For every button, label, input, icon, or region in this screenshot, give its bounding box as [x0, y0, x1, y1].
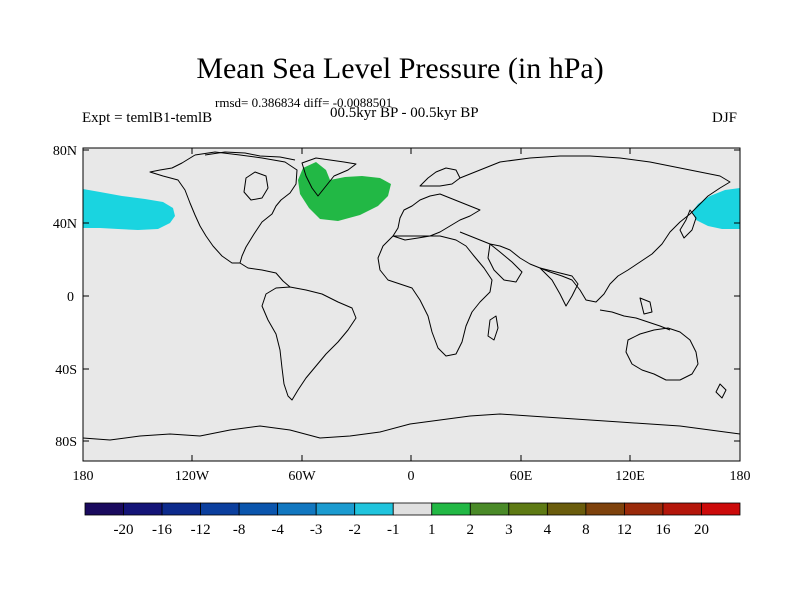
- negative-anomaly-pacific-east: [692, 188, 740, 229]
- colorbar-label: 20: [694, 522, 709, 538]
- colorbar-label: -20: [114, 522, 134, 538]
- colorbar-swatch: [84, 502, 124, 516]
- colorbar-swatch: [238, 502, 279, 516]
- colorbar-swatch: [469, 502, 510, 516]
- colorbar-label: -4: [271, 522, 284, 538]
- colorbar-label: 12: [617, 522, 632, 538]
- x-tick-120w: 120W: [175, 469, 210, 484]
- colorbar-label: 1: [428, 522, 436, 538]
- x-tick-180-right: 180: [730, 469, 751, 484]
- map-plot-area: [83, 148, 740, 461]
- colorbar-swatch: [200, 502, 240, 516]
- colorbar-swatch: [392, 502, 433, 516]
- colorbar-swatch: [277, 502, 317, 516]
- colorbar-swatch: [123, 502, 163, 516]
- colorbar-swatch: [161, 502, 201, 516]
- colorbar-swatch: [315, 502, 356, 516]
- y-axis-ticks: [83, 149, 740, 442]
- x-tick-60w: 60W: [288, 469, 316, 484]
- x-tick-0: 0: [408, 469, 415, 484]
- colorbar-label: -2: [348, 522, 361, 538]
- colorbar-swatch: [585, 502, 625, 516]
- colorbar-labels: -20 -16 -12 -8 -4 -3 -2 -1 1 2 3 4 8 12 16 20: [114, 522, 709, 538]
- colorbar-label: -3: [310, 522, 323, 538]
- colorbar-label: -16: [152, 522, 172, 538]
- colorbar-label: 2: [467, 522, 475, 538]
- colorbar-swatch: [662, 502, 702, 516]
- colorbar-swatch: [354, 502, 394, 516]
- season-label: DJF: [712, 110, 738, 126]
- colorbar-swatch: [701, 502, 741, 516]
- colorbar-label: -1: [387, 522, 400, 538]
- experiment-label: Expt = temlB1-temlB: [82, 110, 213, 126]
- colorbar-swatch: [508, 502, 548, 516]
- colorbar-label: 3: [505, 522, 513, 538]
- stats-text: rmsd= 0.386834 diff= -0.0088501: [215, 95, 393, 110]
- colorbar-swatch: [624, 502, 664, 516]
- colorbar-label: -12: [191, 522, 211, 538]
- colorbar-swatch: [431, 502, 471, 516]
- y-tick-40s: 40S: [55, 363, 77, 378]
- colorbar-label: 4: [544, 522, 552, 538]
- colorbar-label: 8: [582, 522, 590, 538]
- coastlines: [82, 151, 741, 441]
- positive-anomaly-north-atlantic: [298, 162, 391, 221]
- y-tick-80s: 80S: [55, 435, 77, 450]
- colorbar-label: -8: [233, 522, 246, 538]
- y-tick-80n: 80N: [53, 144, 77, 159]
- x-tick-120e: 120E: [615, 469, 645, 484]
- y-tick-40n: 40N: [53, 217, 77, 232]
- period-label: 00.5kyr BP - 00.5kyr BP: [330, 105, 479, 121]
- map-title: Mean Sea Level Pressure (in hPa): [196, 52, 604, 85]
- negative-anomaly-pacific-west: [83, 189, 175, 230]
- x-tick-60e: 60E: [510, 469, 533, 484]
- colorbar-swatch: [546, 502, 587, 516]
- x-tick-180-left: 180: [73, 469, 94, 484]
- x-axis-ticks: [82, 148, 741, 461]
- colorbar-label: 16: [655, 522, 671, 538]
- colorbar: [84, 502, 741, 516]
- y-tick-0: 0: [67, 290, 74, 305]
